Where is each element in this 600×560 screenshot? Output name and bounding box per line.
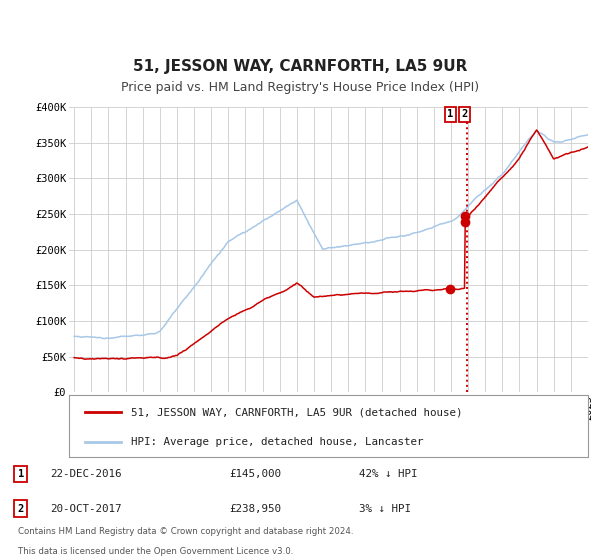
Text: 2: 2: [461, 109, 468, 119]
Text: 3% ↓ HPI: 3% ↓ HPI: [359, 503, 411, 514]
Text: Price paid vs. HM Land Registry's House Price Index (HPI): Price paid vs. HM Land Registry's House …: [121, 81, 479, 94]
Text: 22-DEC-2016: 22-DEC-2016: [50, 469, 122, 479]
Text: Contains HM Land Registry data © Crown copyright and database right 2024.: Contains HM Land Registry data © Crown c…: [18, 528, 353, 536]
Text: 2: 2: [17, 503, 24, 514]
Text: 1: 1: [17, 469, 24, 479]
Text: 1: 1: [448, 109, 454, 119]
Text: HPI: Average price, detached house, Lancaster: HPI: Average price, detached house, Lanc…: [131, 437, 424, 447]
Text: 20-OCT-2017: 20-OCT-2017: [50, 503, 122, 514]
Text: £145,000: £145,000: [229, 469, 281, 479]
Text: 51, JESSON WAY, CARNFORTH, LA5 9UR: 51, JESSON WAY, CARNFORTH, LA5 9UR: [133, 59, 467, 73]
Text: £238,950: £238,950: [229, 503, 281, 514]
Text: 42% ↓ HPI: 42% ↓ HPI: [359, 469, 418, 479]
Text: 51, JESSON WAY, CARNFORTH, LA5 9UR (detached house): 51, JESSON WAY, CARNFORTH, LA5 9UR (deta…: [131, 408, 463, 417]
Text: This data is licensed under the Open Government Licence v3.0.: This data is licensed under the Open Gov…: [18, 547, 293, 556]
